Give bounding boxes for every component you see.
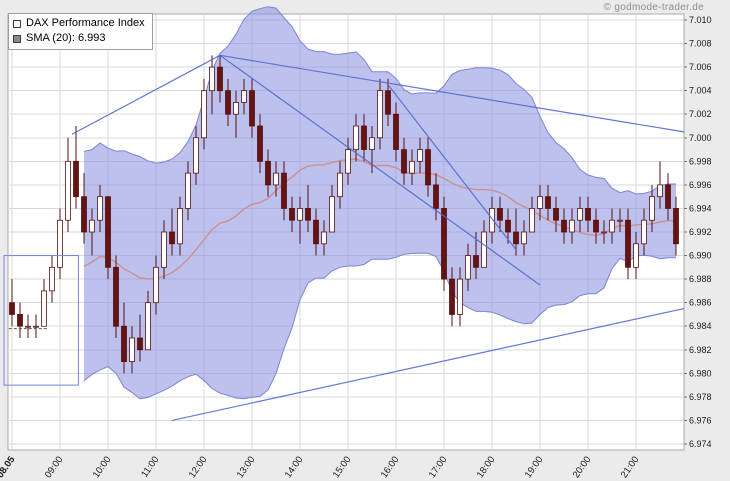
candlestick-series-swatch-icon (13, 19, 21, 28)
svg-text:6.988: 6.988 (689, 274, 712, 284)
svg-text:7.008: 7.008 (689, 39, 712, 49)
trendline (171, 307, 685, 422)
svg-text:08.05: 08.05 (0, 454, 18, 480)
svg-text:6.994: 6.994 (689, 203, 712, 213)
svg-text:15:00: 15:00 (331, 454, 354, 480)
svg-text:6.998: 6.998 (689, 156, 712, 166)
svg-text:6.992: 6.992 (689, 227, 712, 237)
svg-text:6.980: 6.980 (689, 368, 712, 378)
sma-series-swatch-icon (13, 34, 21, 43)
trendline (387, 84, 517, 251)
svg-text:6.996: 6.996 (689, 180, 712, 190)
x-axis-labels: 08.05 09:00 10:00 11:00 12:00 13:00 14:00 15:00… (0, 454, 641, 480)
trendline (219, 54, 685, 133)
legend-item-sma: SMA (20): 6.993 (13, 31, 145, 46)
sma-line (83, 158, 676, 280)
y-axis-labels: 7.010 7.008 7.006 7.004 7.002 7.000 6.998 6.996… (684, 15, 712, 449)
legend-label-dax: DAX Performance Index (26, 17, 145, 29)
svg-text:17:00: 17:00 (427, 454, 450, 480)
svg-text:7.010: 7.010 (689, 15, 712, 25)
svg-text:18:00: 18:00 (475, 454, 498, 480)
trendline (219, 54, 541, 286)
candles (9, 55, 679, 374)
svg-text:6.986: 6.986 (689, 298, 712, 308)
svg-text:7.004: 7.004 (689, 86, 712, 96)
annotations (3, 54, 685, 422)
range-rectangle (3, 255, 79, 386)
svg-text:21:00: 21:00 (619, 454, 642, 480)
svg-text:14:00: 14:00 (283, 454, 306, 480)
svg-text:7.000: 7.000 (689, 133, 712, 143)
svg-text:6.978: 6.978 (689, 392, 712, 402)
svg-text:19:00: 19:00 (523, 454, 546, 480)
trendline (71, 54, 221, 135)
svg-text:10:00: 10:00 (91, 454, 114, 480)
svg-text:7.006: 7.006 (689, 62, 712, 72)
svg-text:09:00: 09:00 (43, 454, 66, 480)
svg-text:6.990: 6.990 (689, 251, 712, 261)
svg-text:20:00: 20:00 (571, 454, 594, 480)
bollinger-band-fill (84, 6, 676, 399)
watermark: © godmode-trader.de (603, 2, 704, 13)
bollinger-lower-edge (83, 252, 676, 400)
svg-text:6.976: 6.976 (689, 415, 712, 425)
svg-text:12:00: 12:00 (187, 454, 210, 480)
svg-text:6.984: 6.984 (689, 321, 712, 331)
legend-label-sma: SMA (20): 6.993 (26, 32, 106, 44)
bollinger-upper-edge (83, 6, 676, 195)
svg-text:16:00: 16:00 (379, 454, 402, 480)
legend-item-dax: DAX Performance Index (13, 16, 145, 31)
svg-text:6.974: 6.974 (689, 439, 712, 449)
legend: DAX Performance Index SMA (20): 6.993 (8, 13, 153, 50)
svg-text:7.002: 7.002 (689, 109, 712, 119)
svg-text:13:00: 13:00 (235, 454, 258, 480)
svg-text:6.982: 6.982 (689, 345, 712, 355)
svg-text:11:00: 11:00 (139, 454, 161, 479)
